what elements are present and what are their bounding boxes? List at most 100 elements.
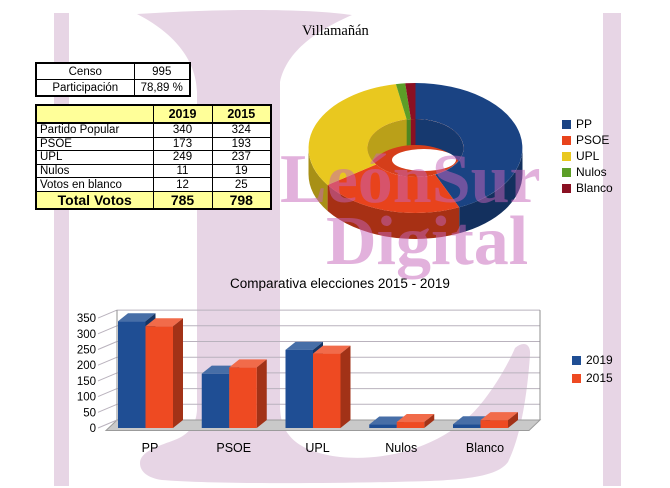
total-2019-cell: 785	[152, 190, 213, 210]
table-row: Nulos 11 19	[35, 163, 272, 179]
x-category-label: PSOE	[216, 441, 251, 455]
legend-swatch	[562, 119, 571, 129]
legend-item: 2015	[572, 369, 613, 387]
bar-side	[424, 414, 435, 428]
votes-2015-cell: 25	[211, 177, 272, 192]
party-name-cell: Votos en blanco	[35, 177, 154, 192]
hole-floor	[392, 149, 456, 171]
axis-tick	[97, 325, 118, 335]
bar-2015-blanco	[480, 412, 518, 428]
donut-legend: PP PSOE UPL Nulos Blanco	[562, 116, 613, 196]
bar-top	[313, 345, 351, 354]
bar-side	[508, 412, 518, 428]
donut-side-upl	[308, 148, 328, 211]
y-tick-label: 250	[77, 345, 96, 357]
y-tick-label: 0	[90, 423, 96, 435]
party-name-cell: Nulos	[35, 163, 154, 179]
bar-2015-nulos	[396, 414, 435, 428]
votes-2019-cell: 173	[152, 136, 213, 152]
donut-chart	[308, 83, 523, 239]
party-name-cell: UPL	[35, 150, 154, 165]
donut-slice-nulos	[395, 83, 411, 120]
x-category-label: PP	[142, 441, 159, 455]
bar-top	[118, 313, 156, 322]
bar-top	[480, 412, 518, 421]
legend-item: PP	[562, 116, 613, 132]
legend-label: Blanco	[576, 181, 613, 195]
table-row: Participación 78,89 %	[35, 79, 191, 97]
bar-chart-title: Comparativa elecciones 2015 - 2019	[230, 276, 450, 291]
census-value-cell: 995	[133, 62, 191, 80]
bar-side	[340, 345, 351, 428]
legend-label: PSOE	[576, 133, 610, 147]
votes-2015-cell: 237	[211, 150, 272, 165]
y-tick-label: 100	[77, 392, 96, 404]
votes-2015-cell: 193	[211, 136, 272, 152]
empty-header-cell	[35, 104, 154, 124]
legend-swatch	[562, 183, 571, 193]
total-2015-cell: 798	[211, 190, 272, 210]
legend-label: 2015	[586, 371, 613, 385]
bar-front	[118, 321, 146, 428]
bar-front	[313, 353, 341, 428]
x-category-label: UPL	[305, 441, 329, 455]
hole-far-wall-left	[367, 119, 416, 174]
table-row: Censo 995	[35, 62, 191, 80]
bar-chart: 0 50 100 150 200 250 300 350 PP PSOE UPL Nulos Blanc…	[77, 309, 542, 455]
bar-front	[396, 422, 425, 428]
table-total-row: Total Votos 785 798	[35, 190, 272, 210]
election-results-table: 2019 2015 Partido Popular 340 324 PSOE 173 19…	[35, 104, 272, 210]
axis-tick	[97, 388, 118, 398]
legend-swatch	[572, 373, 581, 383]
legend-label: 2019	[586, 353, 613, 367]
axis-tick	[97, 341, 118, 350]
votes-2019-cell: 12	[152, 177, 213, 192]
axis-tick	[97, 419, 118, 429]
bar-2015-psoe	[229, 359, 267, 428]
total-label-cell: Total Votos	[35, 190, 154, 210]
year-2015-header: 2015	[211, 104, 272, 124]
bar-front	[285, 349, 313, 428]
hole-far-wall-right	[415, 119, 464, 174]
census-summary-table: Censo 995 Participación 78,89 %	[35, 62, 191, 97]
votes-2019-cell: 340	[152, 122, 213, 138]
table-row: Partido Popular 340 324	[35, 122, 272, 138]
year-2019-header: 2019	[152, 104, 213, 124]
table-header-row: 2019 2015	[35, 104, 272, 124]
x-category-label: Blanco	[466, 441, 504, 455]
bar-top	[229, 359, 267, 368]
donut-slice-pp	[415, 83, 523, 208]
bar-top	[396, 414, 435, 423]
legend-item: Blanco	[562, 180, 613, 196]
x-category-label: Nulos	[385, 441, 417, 455]
votes-2015-cell: 324	[211, 122, 272, 138]
bar-chart-legend: 2019 2015	[572, 351, 613, 387]
legend-swatch	[562, 135, 571, 145]
legend-swatch	[562, 167, 571, 177]
y-tick-label: 50	[83, 407, 96, 419]
bar-front	[229, 367, 257, 428]
y-tick-label: 200	[77, 360, 96, 372]
participation-label-cell: Participación	[35, 79, 135, 97]
axis-tick	[97, 372, 118, 382]
bar-2015-upl	[313, 345, 351, 428]
bar-front	[201, 373, 230, 428]
donut-hole	[367, 119, 464, 177]
axis-tick	[97, 356, 118, 366]
bar-front	[453, 424, 481, 428]
party-name-cell: Partido Popular	[35, 122, 154, 138]
bar-front	[145, 326, 173, 428]
y-tick-label: 300	[77, 329, 96, 341]
legend-item: 2019	[572, 351, 613, 369]
party-name-cell: PSOE	[35, 136, 154, 152]
donut-slice-psoe	[327, 164, 460, 213]
page-title: Villamañán	[302, 23, 369, 39]
table-row: UPL 249 237	[35, 150, 272, 165]
donut-slice-blanco	[405, 83, 416, 120]
y-tick-label: 350	[77, 313, 96, 325]
bar-side	[173, 318, 183, 428]
participation-value-cell: 78,89 %	[133, 79, 191, 97]
legend-swatch	[562, 151, 571, 161]
donut-side-psoe	[327, 185, 460, 239]
